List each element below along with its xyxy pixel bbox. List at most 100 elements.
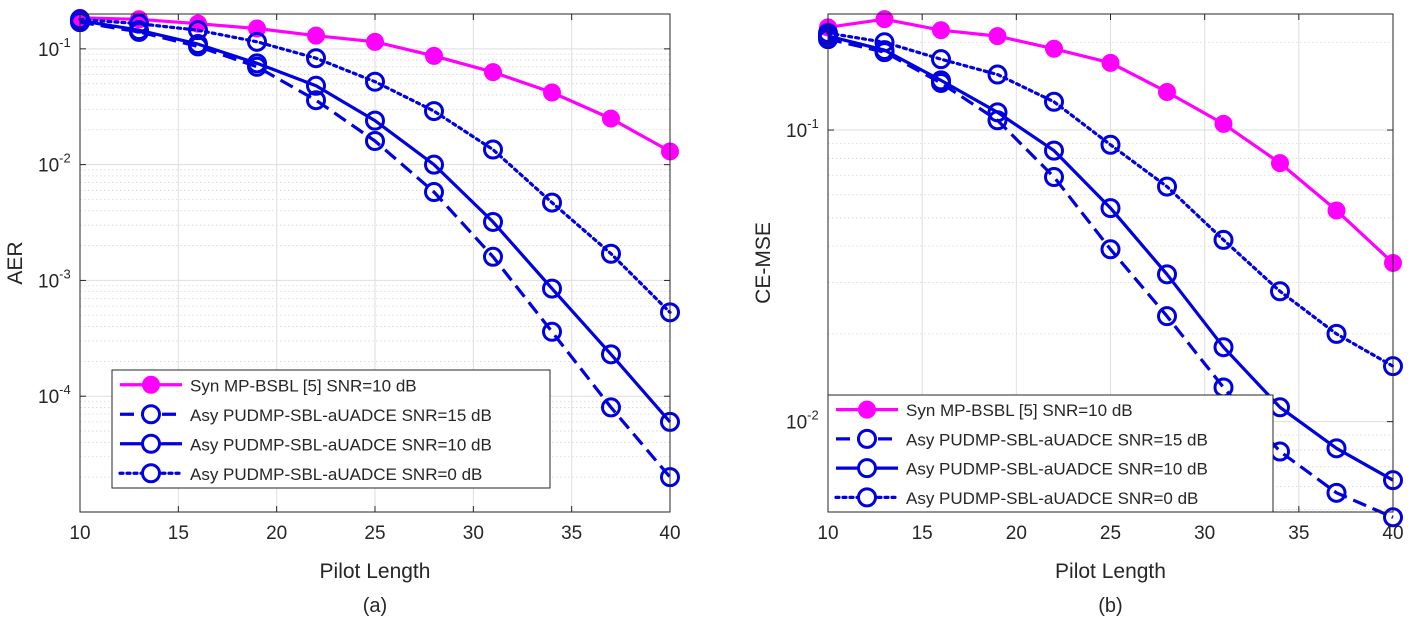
data-point [1158,83,1176,102]
x-tick-label: 10 [817,523,838,544]
data-point [542,278,562,299]
x-tick-label: 15 [912,523,933,544]
series-asy0 [70,9,680,323]
x-tick-label: 35 [1288,523,1309,544]
legend-marker [142,375,160,394]
data-point [1157,264,1177,285]
x-tick-label: 30 [1194,523,1215,544]
data-point [1326,438,1347,459]
legend: Syn MP-BSBL [5] SNR=10 dB Asy PUDMP-SBL-a… [827,394,1274,513]
legend-box [827,394,1274,513]
y-tick-label: 10-4 [38,382,71,408]
data-point [307,26,325,45]
x-tick-label: 20 [1006,523,1027,544]
legend-label: Syn MP-BSBL [5] SNR=10 dB [190,376,417,395]
legend-label: Asy PUDMP-SBL-aUADCE SNR=0 dB [190,465,482,484]
chart-caption: (a) [363,595,387,617]
data-point [1213,229,1234,250]
series-line-asy0 [826,31,1395,368]
y-tick-label: 10-1 [786,116,819,142]
data-point [188,20,208,41]
data-point [1326,323,1347,344]
data-point [424,154,444,175]
data-point [932,21,950,40]
data-point [189,14,207,33]
data-point [1213,337,1234,358]
data-point [306,48,326,69]
data-point [874,32,895,53]
data-point [601,243,621,264]
data-point [1271,154,1289,173]
data-point [424,182,444,203]
x-tick-label: 15 [168,523,189,544]
data-point [483,211,503,232]
data-point [484,63,502,82]
series-line-asy15 [827,37,1394,519]
y-axis-label: AER [4,241,27,284]
data-point [424,101,444,122]
data-point [365,71,385,92]
data-point [542,321,562,342]
data-point [1327,201,1346,220]
legend-marker [141,404,161,425]
x-axis-label: Pilot Length [1055,560,1166,583]
data-point [425,46,443,65]
data-point [931,70,951,91]
chart-1: 10 15 20 25 30 35 40 10-1 10-2 10-3 10-4 Pilot Leng… [4,8,681,617]
data-point [1101,53,1120,72]
legend-marker [857,428,877,449]
data-point [365,131,385,152]
data-point [1044,140,1064,161]
y-tick-label: 10-3 [38,266,71,292]
x-tick-label: 10 [69,523,90,544]
legend-marker [857,458,877,479]
data-point [602,109,620,128]
legend-marker [858,400,876,419]
x-tick-label: 25 [1100,523,1121,544]
series-syn [71,8,679,161]
data-point [931,49,951,70]
legend-label: Asy PUDMP-SBL-aUADCE SNR=15 dB [190,406,492,425]
data-point [306,75,326,96]
data-point [1157,176,1177,197]
legend-marker [857,487,877,508]
data-point [987,64,1008,85]
data-point [129,13,149,34]
data-point [188,34,208,55]
data-point [1214,114,1233,133]
data-point [987,102,1008,123]
series-line-asy15 [79,20,672,479]
data-point [1100,239,1121,260]
data-point [1270,281,1290,302]
data-point [1157,306,1177,327]
y-tick-label: 10-2 [38,151,71,177]
data-point [1100,198,1121,219]
data-point [129,20,149,41]
data-point [365,110,385,131]
series-line-asy10 [827,34,1394,482]
y-tick-label: 10-1 [38,35,71,61]
data-point [483,139,503,160]
series-line-asy0 [78,17,672,314]
data-point [247,53,267,74]
x-tick-label: 25 [364,523,385,544]
x-tick-label: 40 [659,523,680,544]
data-point [875,10,894,29]
series-asy10 [818,26,1403,491]
data-point [1100,134,1121,155]
x-tick-label: 30 [463,523,484,544]
y-axis-label: CE-MSE [752,222,775,304]
legend-label: Asy PUDMP-SBL-aUADCE SNR=0 dB [906,489,1198,508]
data-point [1045,39,1063,58]
data-point [306,90,326,111]
legend-marker [141,433,161,454]
legend-box [111,369,551,489]
data-point [1044,167,1064,188]
y-tick-label: 10-2 [786,408,819,434]
series-line-asy10 [79,19,672,423]
chart-caption: (b) [1098,595,1122,617]
x-tick-label: 20 [266,523,287,544]
x-axis-label: Pilot Length [320,560,431,583]
legend-marker [141,463,161,484]
